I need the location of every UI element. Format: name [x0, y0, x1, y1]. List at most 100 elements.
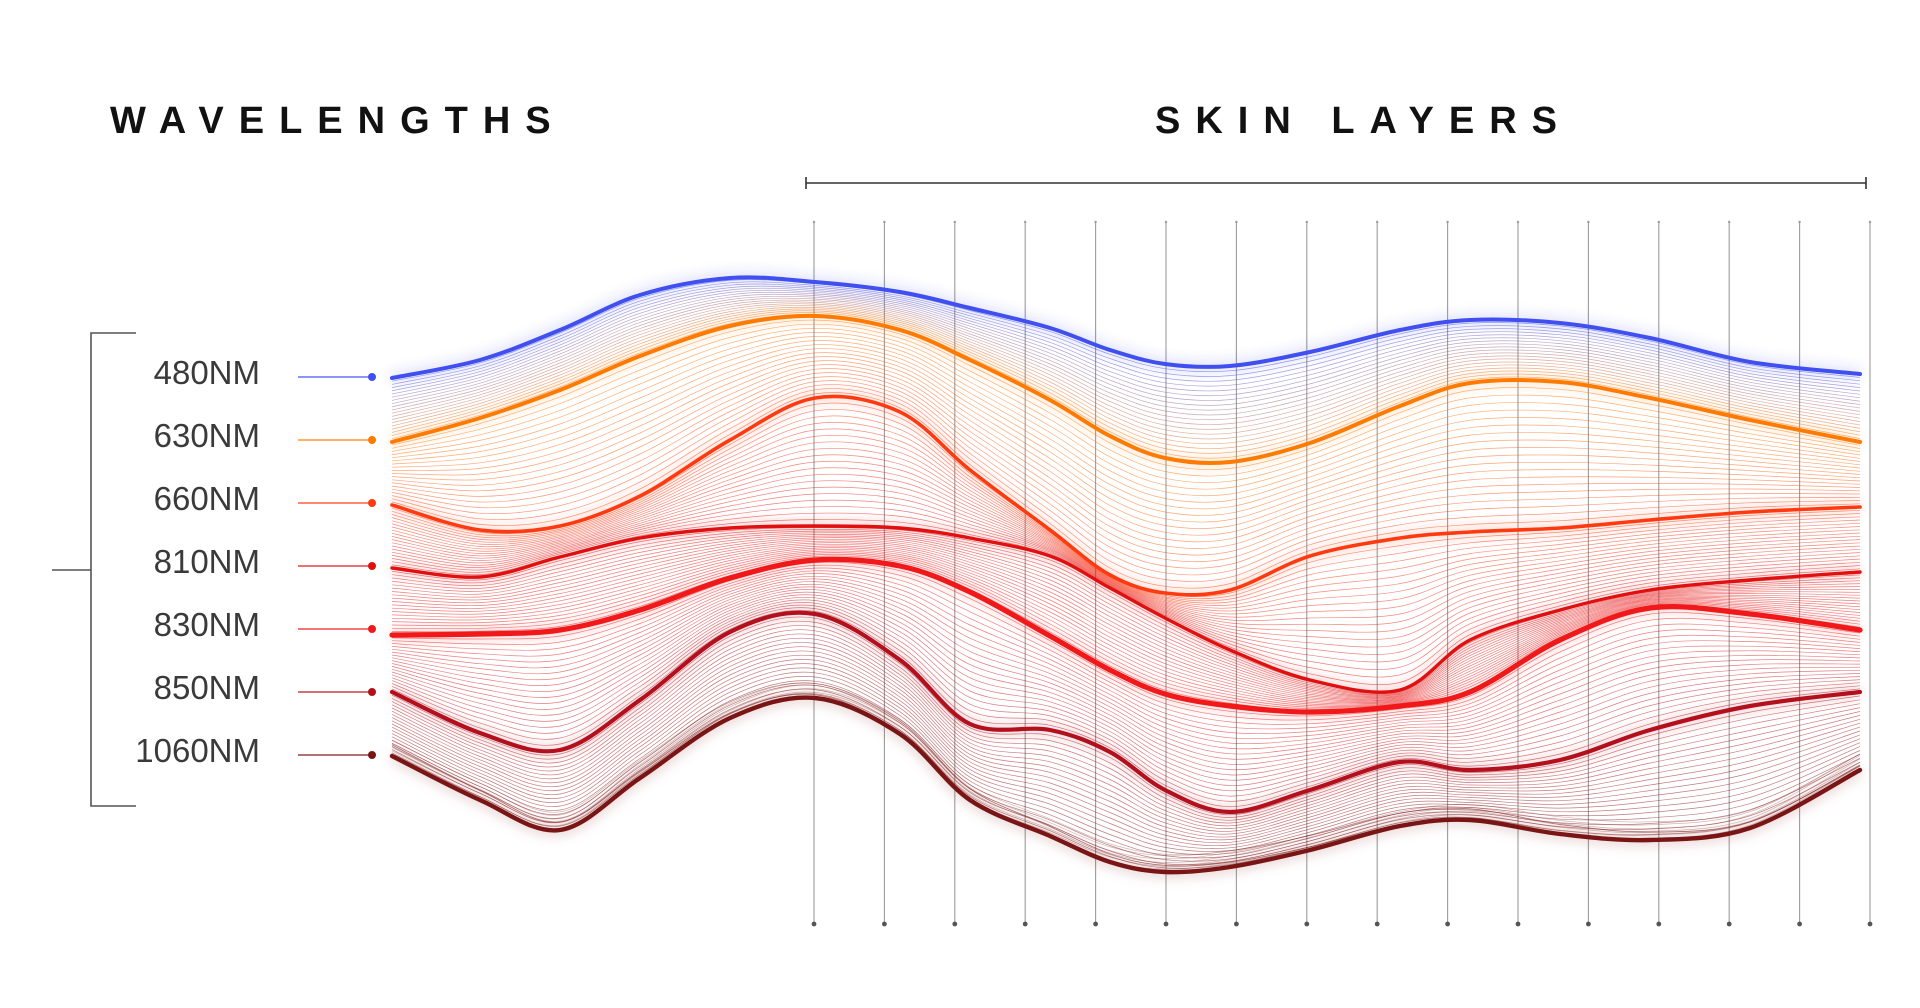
fan-line: [391, 384, 1861, 576]
wave-curve-glow: [389, 607, 1861, 818]
fan-line: [391, 332, 1861, 490]
fan-line: [391, 682, 1861, 857]
wavelength-label-810: 810NM: [153, 543, 260, 580]
fan-line: [391, 684, 1861, 863]
fan-line: [391, 360, 1861, 536]
divider-top-dot: [1446, 220, 1449, 224]
leader-dot: [368, 562, 376, 570]
fan-line: [391, 547, 1861, 704]
fan-line: [391, 545, 1861, 703]
divider-top-dot: [1305, 220, 1309, 224]
fan-line: [391, 573, 1861, 735]
wave-curve-810nm: [390, 524, 1862, 694]
divider-top-dot: [1728, 220, 1731, 224]
fan-line: [391, 319, 1861, 470]
wavelengths-heading: WAVELENGTHS: [110, 100, 566, 142]
fan-line: [391, 402, 1861, 598]
fan-line: [391, 306, 1861, 440]
fan-line: [391, 594, 1861, 776]
fan-line: [391, 691, 1861, 867]
fan-line: [391, 535, 1861, 698]
fan-line: [391, 368, 1861, 549]
fan-line: [391, 283, 1861, 388]
leader-dot: [368, 688, 376, 696]
leader-dot: [368, 751, 376, 759]
fan-line: [391, 312, 1861, 454]
divider-end-dot: [1586, 921, 1591, 927]
fan-line: [391, 352, 1861, 523]
fan-line: [391, 550, 1861, 706]
fan-line: [391, 310, 1861, 449]
fan-line: [391, 578, 1861, 745]
fan-line: [391, 336, 1861, 497]
wave-main-curves: [389, 272, 1863, 878]
wavelength-label-830: 830NM: [153, 606, 260, 643]
divider-top-dot: [1164, 220, 1168, 224]
fan-line: [391, 591, 1861, 771]
divider-end-dot: [952, 921, 958, 927]
wave-curve-630nm: [390, 313, 1862, 466]
fan-line: [391, 607, 1861, 802]
fan-line: [391, 654, 1861, 841]
divider-end-dot: [1163, 921, 1169, 927]
wave-curve-660nm: [390, 394, 1862, 597]
fan-line: [391, 688, 1861, 866]
wavelength-bracket: [52, 332, 136, 807]
fan-line: [391, 564, 1861, 721]
fan-line: [391, 650, 1861, 838]
fan-line: [391, 364, 1861, 543]
fan-line: [391, 380, 1861, 569]
fan-line: [391, 532, 1861, 696]
fan-line: [391, 620, 1861, 818]
fan-line: [391, 301, 1861, 425]
fan-line: [391, 376, 1861, 563]
divider-end-dot: [882, 921, 887, 927]
skin-layers-axis: [805, 177, 1867, 189]
fan-line: [391, 684, 1861, 862]
fan-line: [391, 693, 1861, 867]
fan-line: [391, 297, 1861, 416]
skin-layers-heading: SKIN LAYERS: [1155, 100, 1572, 142]
fan-line: [391, 583, 1861, 755]
wave-curve-1060nm: [389, 695, 1863, 875]
divider-end-dot: [1374, 921, 1380, 927]
divider-end-dot: [1093, 921, 1098, 927]
fan-line: [391, 659, 1861, 844]
divider-top-dot: [1657, 220, 1661, 224]
wavelength-label-630: 630NM: [153, 417, 260, 454]
fan-line: [391, 540, 1861, 700]
fan-line: [391, 682, 1861, 856]
fan-line: [391, 680, 1861, 859]
fan-line: [391, 537, 1861, 699]
divider-top-dot: [1235, 220, 1238, 224]
fan-line: [391, 388, 1861, 582]
fan-line: [391, 467, 1861, 626]
fan-line: [391, 663, 1861, 847]
fan-line: [391, 285, 1861, 392]
fan-line: [391, 575, 1861, 740]
fan-line: [391, 682, 1861, 860]
fan-line: [391, 570, 1861, 730]
divider-top-dot: [812, 220, 816, 224]
fan-line: [391, 293, 1861, 406]
fan-line: [391, 581, 1861, 750]
fan-line: [391, 323, 1861, 477]
bracket-line: [90, 332, 136, 807]
fan-line: [391, 344, 1861, 510]
wavelength-label-1060: 1060NM: [135, 732, 260, 769]
fan-line: [391, 625, 1861, 821]
fan-line: [391, 287, 1861, 395]
leader-dot: [368, 499, 376, 507]
fan-line: [391, 392, 1861, 589]
fan-line: [391, 534, 1861, 697]
fan-line: [391, 372, 1861, 556]
fan-line: [391, 460, 1861, 622]
divider-end-dot: [1304, 921, 1310, 927]
fan-line: [391, 291, 1861, 401]
divider-end-dot: [1022, 921, 1028, 927]
divider-end-dot: [1234, 921, 1239, 927]
fan-line: [391, 642, 1861, 832]
fan-line: [391, 305, 1861, 435]
fan-line: [391, 671, 1861, 853]
